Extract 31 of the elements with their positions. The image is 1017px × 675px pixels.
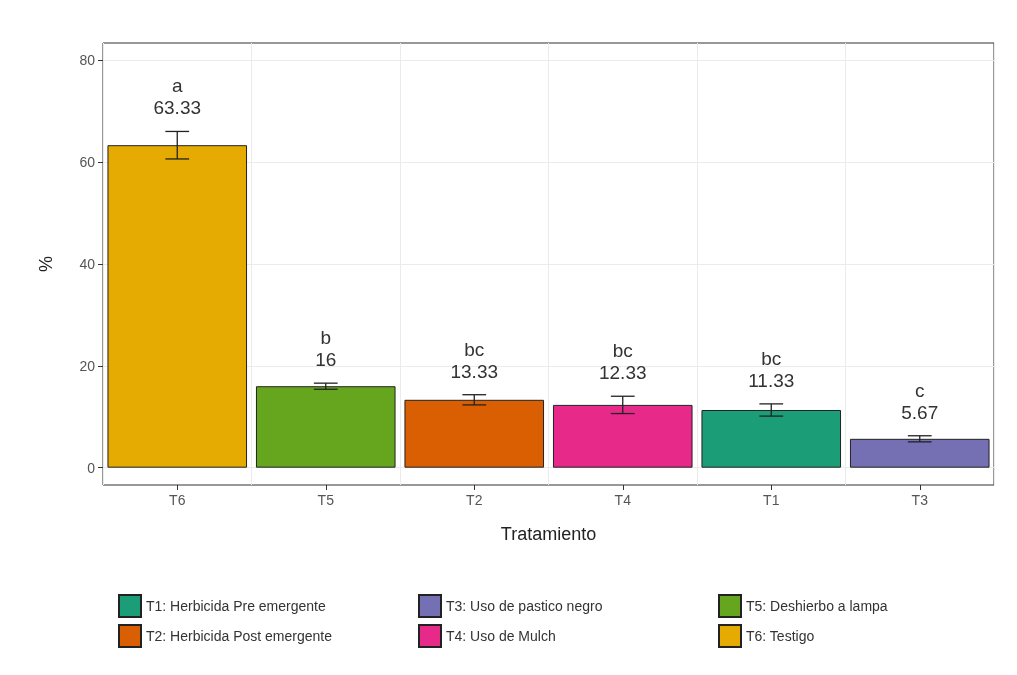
x-tick-label: T3 (911, 492, 929, 508)
y-tick-label: 0 (87, 459, 96, 476)
data-label: 13.33 (450, 360, 499, 382)
x-tick-label: T4 (614, 492, 632, 508)
legend-label: T1: Herbicida Pre emergente (146, 598, 326, 614)
x-tick-label: T2 (466, 492, 483, 508)
data-label: 12.33 (598, 362, 647, 384)
x-tick-label: T1 (763, 492, 780, 508)
data-label: 63.33 (153, 97, 202, 119)
y-axis-title: % (36, 255, 56, 273)
annotation: bc (612, 340, 633, 362)
x-axis-title: Tratamiento (500, 524, 597, 544)
data-label: 16 (315, 349, 337, 371)
data-label: 11.33 (748, 369, 795, 391)
annotation: b (320, 327, 332, 349)
annotation: bc (464, 338, 485, 360)
y-tick-label: 40 (79, 256, 96, 272)
y-tick-label: 20 (79, 357, 96, 374)
y-tick-label: 80 (79, 52, 96, 69)
y-tick-label: 60 (79, 154, 96, 171)
legend-label: T4: Uso de Mulch (446, 628, 556, 644)
legend-label: T2: Herbicida Post emergente (146, 628, 333, 644)
annotation: a (171, 75, 183, 97)
data-label: 5.67 (901, 401, 939, 423)
legend-label: T6: Testigo (746, 628, 815, 644)
x-tick-label: T5 (317, 492, 335, 508)
legend-label: T5: Deshierbo a lampa (746, 598, 888, 614)
x-tick-label: T6 (169, 492, 186, 508)
annotation: bc (761, 347, 782, 369)
annotation: c (915, 379, 925, 401)
legend-label: T3: Uso de pastico negro (446, 598, 603, 614)
